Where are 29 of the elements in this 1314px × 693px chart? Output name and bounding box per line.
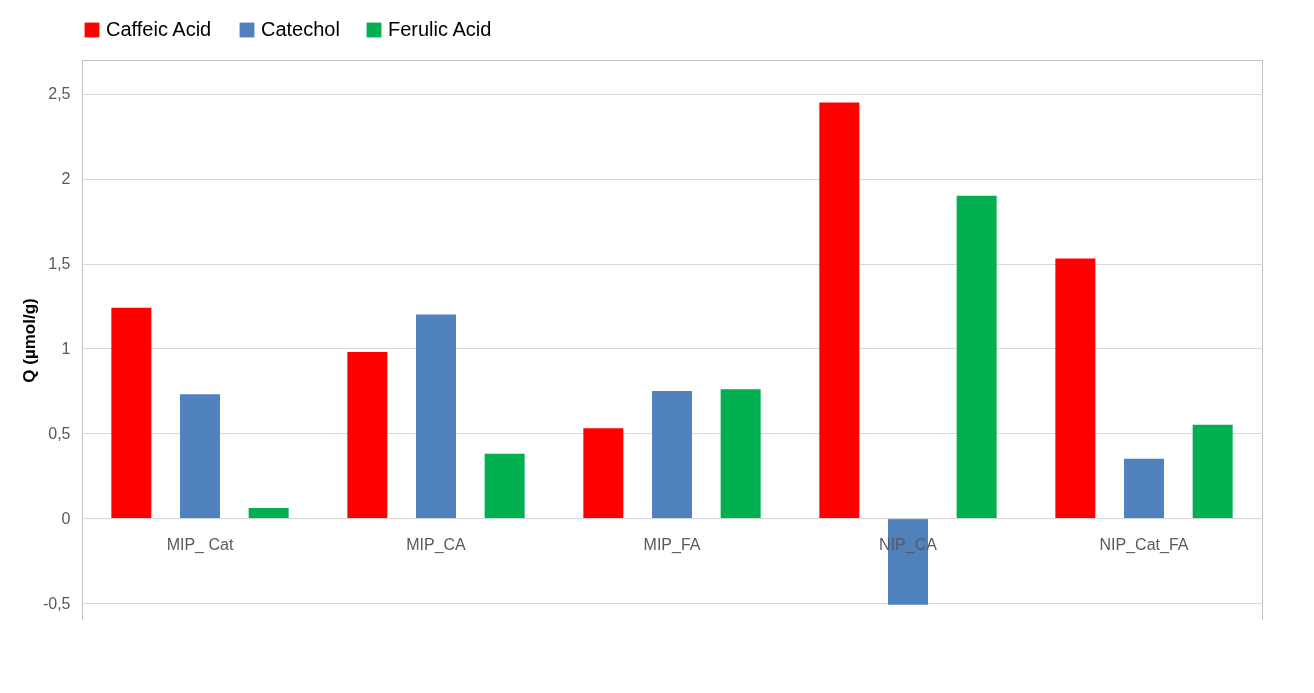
y-tick-label: -0,5 [42, 594, 71, 612]
legend-label: Catechol [261, 18, 340, 40]
y-tick-label: 0,5 [48, 424, 71, 442]
y-tick-label: 0 [61, 509, 71, 527]
legend-label: Caffeic Acid [106, 18, 212, 40]
bar [111, 307, 152, 519]
bar [720, 389, 761, 519]
bar [1124, 458, 1164, 519]
x-tick-label: MIP_CA [406, 535, 467, 554]
bar [416, 314, 456, 519]
x-tick-label: MIP_ Cat [166, 535, 234, 554]
bar [652, 390, 692, 519]
bar [484, 453, 525, 519]
y-tick-label: 1,5 [48, 255, 71, 273]
bar [1055, 258, 1096, 519]
bar [1192, 424, 1233, 519]
y-axis-title: Q (µmol/g) [19, 298, 39, 383]
y-tick-label: 1 [61, 339, 71, 357]
bar [583, 428, 624, 519]
y-tick-label: 2,5 [48, 85, 71, 103]
bar [248, 508, 289, 519]
bar [956, 195, 997, 519]
x-tick-label: NIP_Cat_FA [1099, 535, 1189, 554]
bar [180, 394, 220, 519]
bar [819, 102, 860, 519]
x-tick-label: MIP_FA [643, 535, 701, 554]
legend-label: Ferulic Acid [388, 18, 492, 40]
y-tick-label: 2 [61, 170, 71, 188]
bar [347, 351, 388, 519]
